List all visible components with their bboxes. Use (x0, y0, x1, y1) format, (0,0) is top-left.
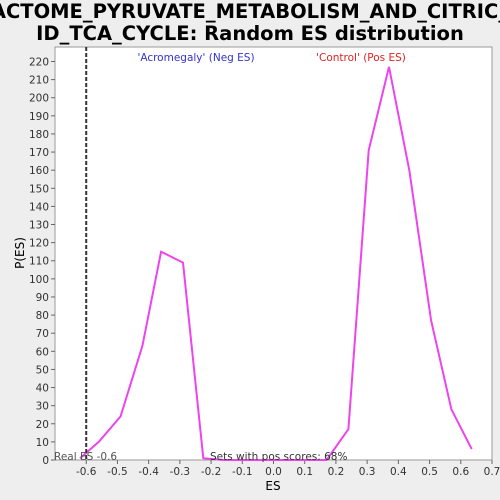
es-distribution-line (79, 66, 473, 461)
x-tick-label: 0.3 (359, 466, 376, 478)
y-tick-label: 40 (36, 383, 49, 395)
chart-title: REACTOME_PYRUVATE_METABOLISM_AND_CITRIC_… (0, 0, 500, 45)
y-tick-label: 70 (36, 328, 49, 340)
y-tick-label: 100 (29, 274, 49, 286)
plot-area (54, 46, 493, 461)
x-tick-label: 0.0 (265, 466, 282, 478)
y-axis: 0 10 20 30 40 50 60 70 80 90 100 110 120 130 140 150 160… (29, 56, 55, 467)
series-layer (79, 66, 473, 461)
y-axis-label: P(ES) (13, 237, 27, 269)
neg-es-label: 'Acromegaly' (Neg ES) (137, 52, 254, 64)
y-tick-label: 160 (29, 165, 49, 177)
y-tick-label: 200 (29, 93, 49, 105)
y-tick-label: 130 (29, 220, 49, 232)
x-tick-label: -0.6 (76, 466, 97, 478)
y-tick-label: 170 (29, 147, 49, 159)
y-tick-label: 210 (29, 75, 49, 87)
y-tick-label: 140 (29, 201, 49, 213)
y-tick-label: 10 (36, 437, 49, 449)
x-tick-label: -0.5 (107, 466, 128, 478)
y-tick-label: 150 (29, 183, 49, 195)
y-tick-label: 20 (36, 419, 49, 431)
title-line-2: ID_TCA_CYCLE: Random ES distribution (36, 22, 464, 45)
y-tick-label: 90 (36, 292, 49, 304)
x-axis: -0.6 -0.5 -0.4 -0.3 -0.2 -0.1 0.0 0.1 0.2 0.3 0.4 0… (76, 460, 500, 478)
x-tick-label: 0.6 (452, 466, 469, 478)
x-tick-label: -0.2 (201, 466, 222, 478)
y-tick-label: 110 (29, 256, 49, 268)
y-tick-label: 0 (42, 455, 49, 467)
pos-es-label: 'Control' (Pos ES) (316, 52, 406, 64)
y-tick-label: 180 (29, 129, 49, 141)
y-tick-label: 30 (36, 401, 49, 413)
pos-scores-label: Sets with pos scores: 68% (210, 451, 347, 463)
title-line-1: REACTOME_PYRUVATE_METABOLISM_AND_CITRIC_… (0, 0, 500, 23)
x-tick-label: 0.2 (328, 466, 345, 478)
x-tick-label: -0.3 (170, 466, 191, 478)
real-es-label: Real ES -0.6 (54, 451, 117, 463)
y-tick-label: 80 (36, 310, 49, 322)
x-tick-label: -0.1 (232, 466, 253, 478)
y-tick-label: 220 (29, 56, 49, 68)
x-tick-label: 0.7 (484, 466, 500, 478)
x-tick-label: -0.4 (138, 466, 159, 478)
y-tick-label: 120 (29, 238, 49, 250)
x-tick-label: 0.4 (390, 466, 407, 478)
x-tick-label: 0.5 (421, 466, 438, 478)
y-tick-label: 50 (36, 364, 49, 376)
y-tick-label: 190 (29, 111, 49, 123)
x-tick-label: 0.1 (296, 466, 313, 478)
y-tick-label: 60 (36, 346, 49, 358)
x-axis-label: ES (265, 479, 280, 493)
